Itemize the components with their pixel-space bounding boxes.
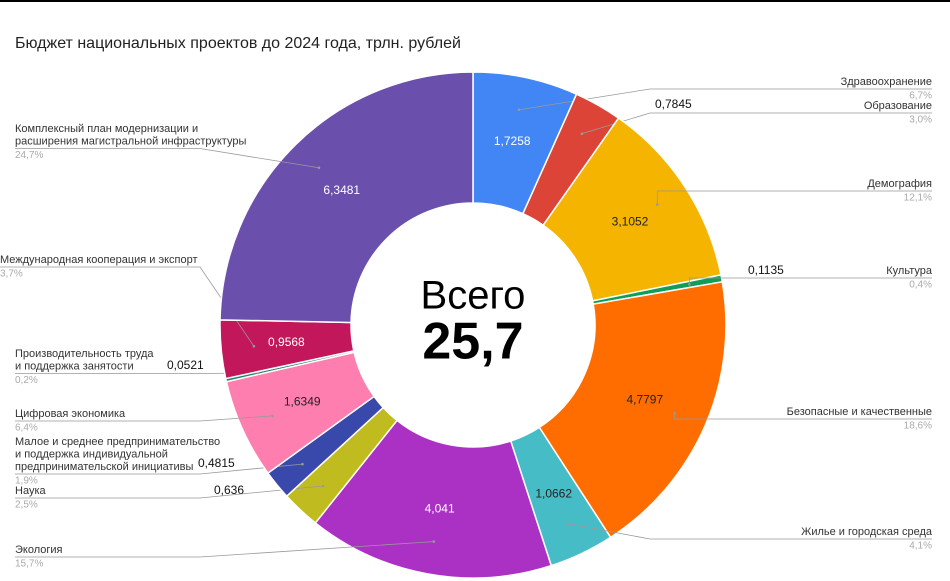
- value-label: 6,3481: [323, 183, 360, 197]
- category-label: предпринимательской инициативы: [15, 461, 194, 473]
- leader-dot: [673, 411, 676, 415]
- percent-label: 3,7%: [0, 269, 23, 280]
- category-label: Цифровая экономика: [15, 408, 126, 420]
- leader-line: [0, 266, 255, 347]
- center-total: 25,7: [422, 313, 523, 371]
- percent-label: 24,7%: [15, 150, 43, 161]
- percent-label: 6,4%: [15, 423, 38, 434]
- leader-line: [656, 190, 932, 205]
- percent-label: 6,7%: [909, 91, 932, 102]
- leader-line: [15, 372, 259, 374]
- category-label: Здравоохранение: [841, 76, 932, 88]
- leader-dot: [271, 414, 274, 418]
- leader-dot: [688, 283, 691, 286]
- percent-label: 0,2%: [15, 375, 38, 386]
- percent-label: 2,5%: [15, 500, 38, 511]
- top-border: [0, 0, 950, 2]
- value-label: 0,4815: [198, 456, 235, 470]
- value-label: 4,041: [425, 502, 455, 516]
- leader-dot: [580, 132, 584, 135]
- category-label: расширения магистральной инфраструктуры: [15, 135, 246, 147]
- leader-dot: [252, 344, 256, 348]
- leader-line: [15, 148, 320, 169]
- leader-dot: [317, 166, 321, 170]
- leader-dot: [566, 522, 569, 525]
- value-label: 0,636: [214, 483, 244, 497]
- percent-label: 18,6%: [904, 421, 932, 432]
- category-label: Культура: [886, 265, 933, 277]
- percent-label: 15,7%: [15, 559, 43, 570]
- leader-line: [567, 523, 932, 540]
- leader-line: [674, 413, 932, 420]
- percent-label: 3,0%: [909, 115, 932, 126]
- leader-line: [15, 541, 434, 558]
- percent-label: 1,9%: [15, 476, 38, 487]
- value-label: 1,7258: [494, 134, 531, 148]
- leader-line: [15, 415, 273, 422]
- percent-label: 4,1%: [909, 541, 932, 552]
- donut-segment: [314, 419, 553, 579]
- value-label: 0,1135: [748, 263, 784, 277]
- category-label: Производительность труда: [15, 348, 154, 360]
- donut-segment: [219, 71, 474, 324]
- leader-line: [688, 277, 932, 285]
- leader-dot: [301, 462, 304, 466]
- value-label: 0,0521: [167, 358, 204, 372]
- leader-line: [15, 485, 323, 499]
- leader-dot: [517, 108, 521, 112]
- percent-label: 0,4%: [909, 280, 932, 291]
- value-label: 0,7845: [655, 97, 692, 111]
- category-label: Малое и среднее предпринимательство: [15, 436, 220, 448]
- category-label: Жилье и городская среда: [801, 526, 933, 538]
- leader-dot: [432, 540, 436, 543]
- category-label: и поддержка занятости: [15, 360, 134, 372]
- chart-title: Бюджет национальных проектов до 2024 год…: [15, 35, 461, 52]
- category-label: Комплексный план модернизации и: [15, 123, 198, 135]
- category-label: Безопасные и качественные: [787, 406, 932, 418]
- value-label: 1,0662: [535, 486, 572, 500]
- value-label: 0,9568: [268, 335, 305, 349]
- category-label: Наука: [15, 485, 46, 497]
- category-label: Демография: [867, 178, 932, 190]
- category-label: и поддержка индивидуальной: [15, 448, 168, 460]
- center-label: Всего: [421, 274, 526, 318]
- leader-dot: [655, 203, 659, 206]
- category-label: Международная кооперация и экспорт: [0, 254, 198, 266]
- value-label: 4,7797: [626, 392, 663, 406]
- category-label: Образование: [864, 100, 932, 112]
- category-label: Экология: [15, 544, 63, 556]
- leader-dot: [321, 484, 325, 488]
- percent-label: 12,1%: [904, 193, 932, 204]
- leader-line: [518, 88, 932, 111]
- value-label: 3,1052: [612, 215, 649, 229]
- leader-line: [581, 112, 932, 135]
- value-label: 1,6349: [284, 395, 321, 409]
- donut-segment: [538, 280, 727, 539]
